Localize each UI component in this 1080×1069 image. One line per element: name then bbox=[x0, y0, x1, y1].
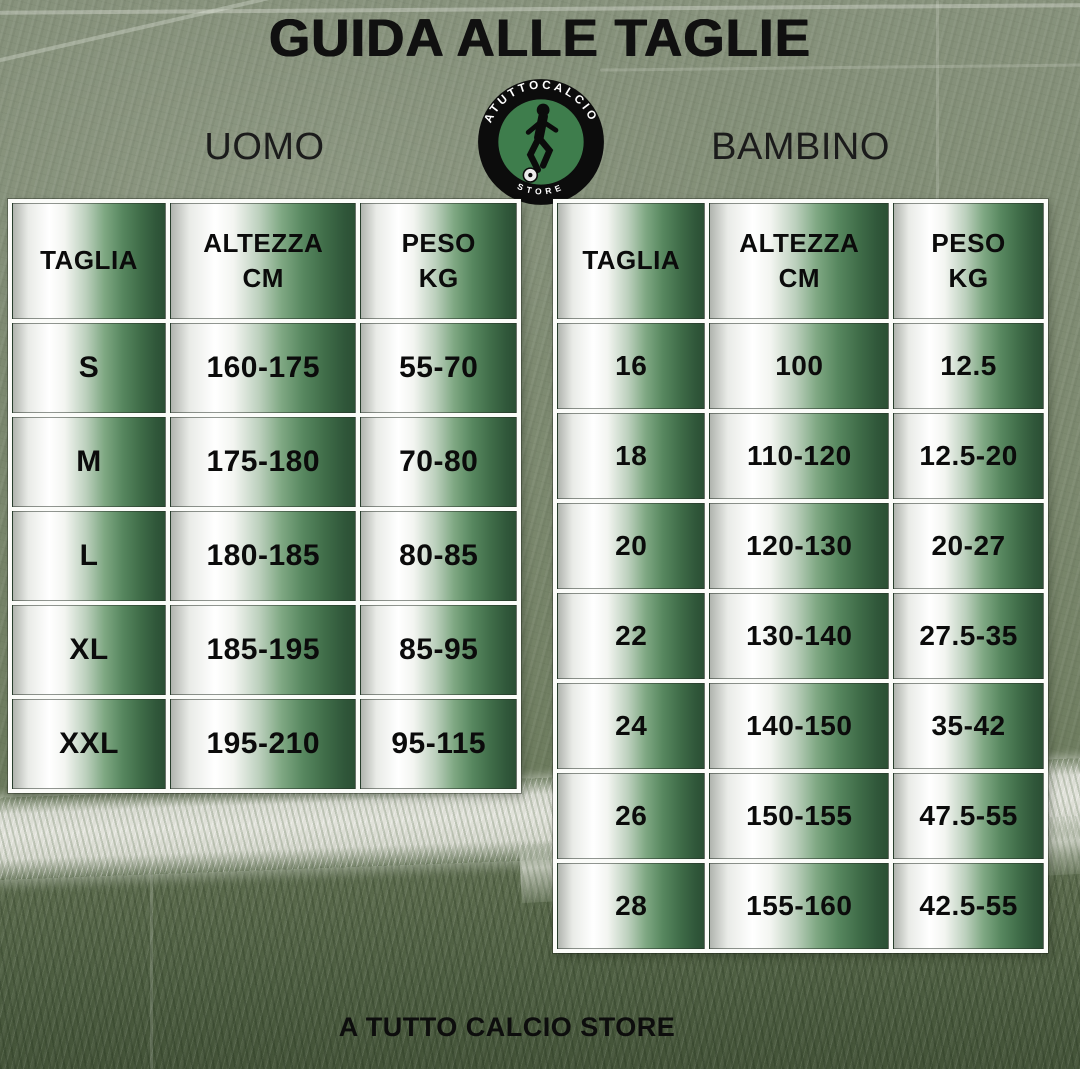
bambino-cell-r2-c0: 20 bbox=[557, 503, 706, 589]
bambino-row-22: 22 130-140 27.5-35 bbox=[557, 593, 1044, 679]
bambino-size-table: TAGLIA ALTEZZA CM PESO KG 16 100 12.5 18 110-12… bbox=[553, 199, 1048, 953]
bambino-header-col-1: ALTEZZA CM bbox=[709, 203, 890, 319]
uomo-size-table: TAGLIA ALTEZZA CM PESO KG S 160-175 55-70 M 175… bbox=[8, 199, 521, 793]
uomo-cell-r3-c2: 85-95 bbox=[360, 605, 517, 695]
bambino-cell-r2-c2: 20-27 bbox=[893, 503, 1044, 589]
bambino-cell-r3-c1: 130-140 bbox=[709, 593, 890, 679]
bambino-row-18: 18 110-120 12.5-20 bbox=[557, 413, 1044, 499]
bambino-cell-r2-c1: 120-130 bbox=[709, 503, 890, 589]
uomo-header-row: TAGLIA ALTEZZA CM PESO KG bbox=[12, 203, 517, 319]
bambino-cell-r0-c1: 100 bbox=[709, 323, 890, 409]
uomo-cell-r3-c1: 185-195 bbox=[170, 605, 357, 695]
bambino-cell-r4-c0: 24 bbox=[557, 683, 706, 769]
bambino-cell-r0-c0: 16 bbox=[557, 323, 706, 409]
page-title: GUIDA ALLE TAGLIE bbox=[268, 9, 812, 68]
uomo-table-grid: TAGLIA ALTEZZA CM PESO KG S 160-175 55-70 M 175… bbox=[8, 199, 521, 793]
bambino-cell-r6-c2: 42.5-55 bbox=[893, 863, 1044, 949]
bambino-header-col-0: TAGLIA bbox=[557, 203, 706, 319]
uomo-row-M: M 175-180 70-80 bbox=[12, 417, 517, 507]
bambino-cell-r6-c1: 155-160 bbox=[709, 863, 890, 949]
bambino-header-col-2: PESO KG bbox=[893, 203, 1044, 319]
uomo-cell-r0-c1: 160-175 bbox=[170, 323, 357, 413]
bambino-cell-r3-c2: 27.5-35 bbox=[893, 593, 1044, 679]
footer-store-name: A TUTTO CALCIO STORE bbox=[338, 1012, 676, 1042]
bambino-cell-r0-c2: 12.5 bbox=[893, 323, 1044, 409]
bambino-row-26: 26 150-155 47.5-55 bbox=[557, 773, 1044, 859]
bambino-cell-r1-c2: 12.5-20 bbox=[893, 413, 1044, 499]
bambino-cell-r5-c1: 150-155 bbox=[709, 773, 890, 859]
store-logo-badge: ATUTTOCALCIO STORE bbox=[478, 78, 604, 205]
uomo-cell-r2-c2: 80-85 bbox=[360, 511, 517, 601]
uomo-cell-r1-c2: 70-80 bbox=[360, 417, 517, 507]
uomo-cell-r2-c0: L bbox=[12, 511, 167, 601]
uomo-cell-r0-c2: 55-70 bbox=[360, 323, 517, 413]
bambino-row-20: 20 120-130 20-27 bbox=[557, 503, 1044, 589]
uomo-header-col-1: ALTEZZA CM bbox=[170, 203, 357, 319]
uomo-cell-r4-c0: XXL bbox=[12, 699, 167, 789]
uomo-header-col-0: TAGLIA bbox=[12, 203, 167, 319]
uomo-cell-r4-c1: 195-210 bbox=[170, 699, 357, 789]
uomo-header-col-2: PESO KG bbox=[360, 203, 517, 319]
store-logo: ATUTTOCALCIO STORE bbox=[477, 78, 605, 206]
field-line-vertical-top bbox=[936, 0, 939, 215]
bambino-header-row: TAGLIA ALTEZZA CM PESO KG bbox=[557, 203, 1044, 319]
bambino-cell-r1-c1: 110-120 bbox=[709, 413, 890, 499]
uomo-cell-r3-c0: XL bbox=[12, 605, 167, 695]
uomo-row-XXL: XXL 195-210 95-115 bbox=[12, 699, 517, 789]
uomo-cell-r4-c2: 95-115 bbox=[360, 699, 517, 789]
bambino-row-28: 28 155-160 42.5-55 bbox=[557, 863, 1044, 949]
bambino-table-grid: TAGLIA ALTEZZA CM PESO KG 16 100 12.5 18 110-12… bbox=[553, 199, 1048, 953]
bambino-cell-r5-c2: 47.5-55 bbox=[893, 773, 1044, 859]
uomo-cell-r1-c0: M bbox=[12, 417, 167, 507]
bambino-section-label: BAMBINO bbox=[711, 126, 890, 168]
soccer-player-icon bbox=[522, 103, 559, 183]
bambino-cell-r5-c0: 26 bbox=[557, 773, 706, 859]
bambino-cell-r3-c0: 22 bbox=[557, 593, 706, 679]
bambino-cell-r1-c0: 18 bbox=[557, 413, 706, 499]
uomo-section-label: UOMO bbox=[204, 126, 325, 168]
bambino-row-24: 24 140-150 35-42 bbox=[557, 683, 1044, 769]
uomo-row-XL: XL 185-195 85-95 bbox=[12, 605, 517, 695]
bambino-row-16: 16 100 12.5 bbox=[557, 323, 1044, 409]
uomo-row-L: L 180-185 80-85 bbox=[12, 511, 517, 601]
uomo-row-S: S 160-175 55-70 bbox=[12, 323, 517, 413]
uomo-cell-r0-c0: S bbox=[12, 323, 167, 413]
uomo-cell-r2-c1: 180-185 bbox=[170, 511, 357, 601]
bambino-cell-r6-c0: 28 bbox=[557, 863, 706, 949]
bambino-cell-r4-c1: 140-150 bbox=[709, 683, 890, 769]
bambino-cell-r4-c2: 35-42 bbox=[893, 683, 1044, 769]
field-line-vertical-bottom bbox=[150, 775, 153, 1069]
uomo-cell-r1-c1: 175-180 bbox=[170, 417, 357, 507]
